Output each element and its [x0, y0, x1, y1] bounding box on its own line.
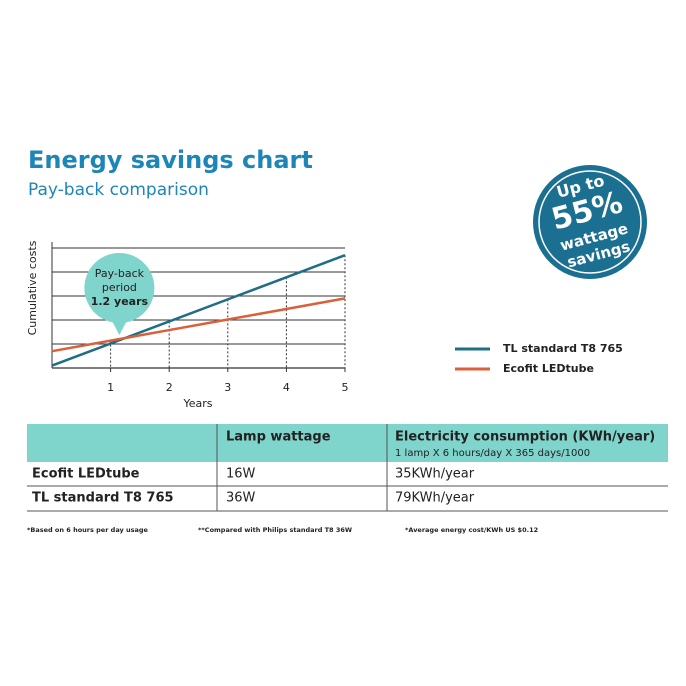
- badge-ring: [538, 170, 642, 274]
- footnote: *Average energy cost/KWh US $0.12: [405, 526, 538, 534]
- annotation-bubble: [84, 253, 155, 323]
- table-cell: 36W: [226, 491, 256, 506]
- table-header-bg: [27, 424, 668, 462]
- series-line: [51, 254, 346, 367]
- title: Energy savings chart: [28, 146, 313, 174]
- x-tick-label: 3: [224, 381, 231, 394]
- legend-label: TL standard T8 765: [503, 342, 623, 355]
- table-header: Electricity consumption (KWh/year): [395, 430, 655, 445]
- table: Lamp wattage Electricity consumption (KW…: [27, 424, 668, 512]
- subtitle: Pay-back comparison: [28, 180, 209, 200]
- x-tick-label: 5: [342, 381, 349, 394]
- badge: Up to 55% wattage savings: [533, 165, 647, 279]
- y-axis-label: Cumulative costs: [26, 240, 39, 335]
- table-header: Lamp wattage: [226, 430, 331, 445]
- x-tick-label: 1: [107, 381, 114, 394]
- x-tick-label: 4: [283, 381, 290, 394]
- x-axis-label: Years: [182, 397, 212, 410]
- series-line: [51, 297, 346, 353]
- table-header-note: 1 lamp X 6 hours/day X 365 days/1000: [395, 448, 590, 459]
- badge-circle: [533, 165, 647, 279]
- table-cell: 35KWh/year: [395, 467, 475, 482]
- legend-label: Ecofit LEDtube: [503, 362, 594, 375]
- annotation-text: Pay-back: [95, 267, 145, 280]
- table-cell: 16W: [226, 467, 256, 482]
- footnote: **Compared with Philips standard T8 36W: [198, 526, 352, 534]
- annotation-text: 1.2 years: [91, 295, 149, 308]
- table-cell: Ecofit LEDtube: [32, 467, 140, 482]
- table-cell: 79KWh/year: [395, 491, 475, 506]
- footnote: *Based on 6 hours per day usage: [27, 526, 149, 534]
- table-cell: TL standard T8 765: [32, 491, 174, 506]
- x-tick-label: 2: [166, 381, 173, 394]
- annotation-text: period: [102, 281, 137, 294]
